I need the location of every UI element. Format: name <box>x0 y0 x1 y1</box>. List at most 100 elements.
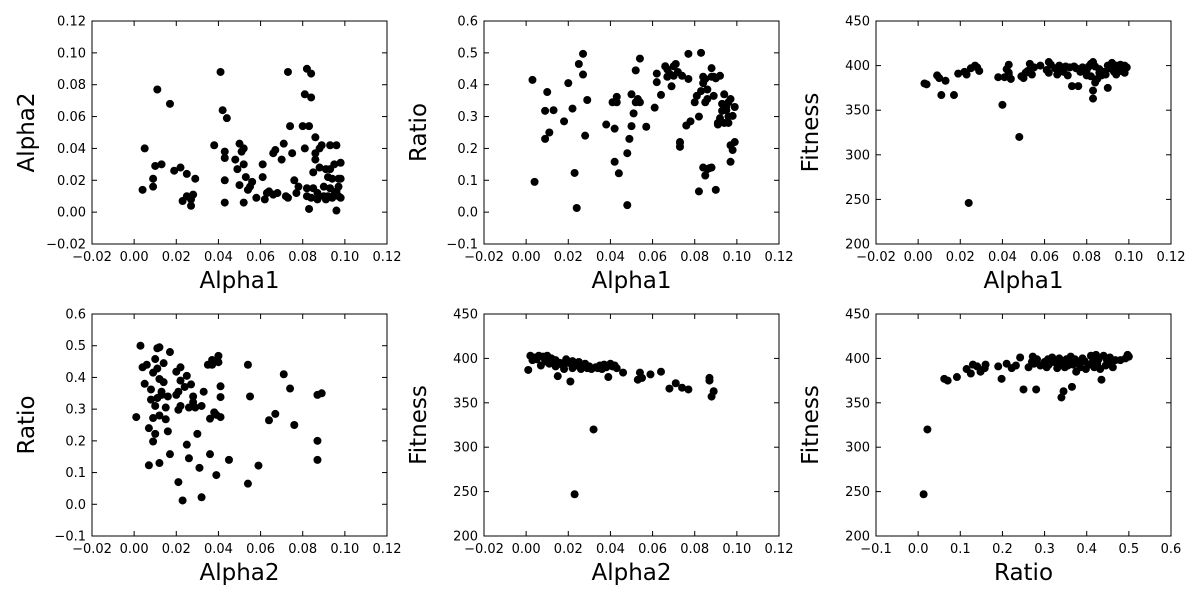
scatter-point <box>151 355 160 364</box>
scatter-point <box>178 496 187 505</box>
scatter-point <box>697 87 706 96</box>
y-tick-label: 250 <box>845 193 870 208</box>
scatter-point <box>290 176 299 185</box>
x-axis-label: Ratio <box>994 560 1053 586</box>
scatter-point <box>155 459 164 468</box>
scatter-point <box>214 351 223 360</box>
scatter-point <box>210 141 219 150</box>
x-tick-label: 0.06 <box>246 542 275 557</box>
y-tick-label: 0.4 <box>65 371 86 386</box>
scatter-point <box>707 163 716 172</box>
y-tick-label: 0.06 <box>57 110 86 125</box>
scatter-point <box>705 376 714 385</box>
y-tick-label: 450 <box>845 308 870 323</box>
scatter-point <box>570 490 579 499</box>
scatter-point <box>1032 385 1041 394</box>
scatter-point <box>157 160 166 169</box>
y-tick-label: 0.1 <box>65 466 86 481</box>
plot-frame <box>875 20 1172 245</box>
scatter-point <box>726 95 735 104</box>
scatter-point <box>994 73 1003 82</box>
scatter-point <box>220 176 229 185</box>
scatter-point <box>294 182 303 191</box>
panel-ratio-vs-alpha2: −0.02 0.00 0.02 0.04 0.06 0.08 0.10 0.12 −0.1 0.0… <box>14 308 401 587</box>
scatter-point <box>919 490 928 499</box>
scatter-point <box>151 161 160 170</box>
scatter-point <box>954 69 963 78</box>
scatter-point <box>604 373 613 382</box>
scatter-point <box>248 177 257 186</box>
scatter-point <box>254 461 263 470</box>
scatter-point <box>566 377 575 386</box>
scatter-point <box>163 392 172 401</box>
y-tick-label: 0.08 <box>57 78 86 93</box>
scatter-point <box>140 144 149 153</box>
y-tick-label: 300 <box>453 441 478 456</box>
plot-frame <box>875 313 1172 537</box>
scatter-point <box>300 90 309 99</box>
scatter-point <box>271 409 280 418</box>
scatter-point <box>271 146 280 155</box>
scatter-point <box>730 138 739 147</box>
y-tick-label: 350 <box>845 104 870 119</box>
scatter-point <box>216 382 225 391</box>
x-tick-label: 0.04 <box>596 542 625 557</box>
scatter-point <box>709 387 718 396</box>
x-tick-label: 0.00 <box>120 542 149 557</box>
scatter-point <box>189 190 198 199</box>
scatter-point <box>623 201 632 210</box>
scatter-point <box>140 379 149 388</box>
scatter-point <box>220 147 229 156</box>
scatter-point <box>176 376 185 385</box>
scatter-point <box>528 75 537 84</box>
scatter-point <box>218 106 227 115</box>
scatter-point <box>701 171 710 180</box>
scatter-point <box>265 416 273 425</box>
scatter-point <box>258 173 267 182</box>
scatter-point <box>149 174 158 183</box>
x-tick-label: 0.12 <box>1157 250 1186 265</box>
x-tick-label: 0.04 <box>596 250 625 265</box>
plot-frame <box>483 20 780 245</box>
scatter-point <box>157 387 166 396</box>
scatter-point <box>170 166 179 175</box>
scatter-point <box>1015 132 1024 141</box>
scatter-point <box>283 193 292 202</box>
scatter-point <box>1067 82 1076 91</box>
y-tick-label: 0.2 <box>457 142 478 157</box>
scatter-point <box>231 155 240 164</box>
x-axis-label: Alpha2 <box>591 560 671 586</box>
scatter-point <box>155 343 164 352</box>
scatter-point <box>149 182 158 191</box>
scatter-point <box>671 379 680 388</box>
scatter-point <box>997 374 1006 383</box>
scatter-point <box>286 384 295 393</box>
y-tick-label: 0.3 <box>457 110 478 125</box>
scatter-point <box>161 415 170 424</box>
scatter-point <box>610 124 619 133</box>
scatter-point <box>216 67 225 76</box>
x-tick-label: 0.00 <box>512 542 541 557</box>
scatter-point <box>311 155 320 164</box>
y-tick-label: −0.1 <box>446 238 478 253</box>
x-tick-label: 0.12 <box>373 250 402 265</box>
scatter-point <box>239 144 248 153</box>
x-tick-label: 0.00 <box>120 250 149 265</box>
scatter-point <box>646 370 655 379</box>
scatter-point <box>138 185 147 194</box>
y-tick-label: 300 <box>845 148 870 163</box>
scatter-point <box>273 189 282 198</box>
scatter-point <box>206 414 214 423</box>
scatter-point <box>279 370 288 379</box>
scatter-point <box>560 117 569 126</box>
scatter-point <box>151 401 160 410</box>
y-tick-label: 200 <box>453 530 478 545</box>
scatter-point <box>313 436 322 445</box>
scatter-point <box>326 141 335 150</box>
scatter-point <box>149 414 158 423</box>
scatter-point <box>332 206 341 215</box>
y-tick-label: 350 <box>845 396 870 411</box>
x-axis-label: Alpha1 <box>591 268 671 294</box>
y-tick-label: 450 <box>845 15 870 30</box>
scatter-point <box>165 348 174 357</box>
